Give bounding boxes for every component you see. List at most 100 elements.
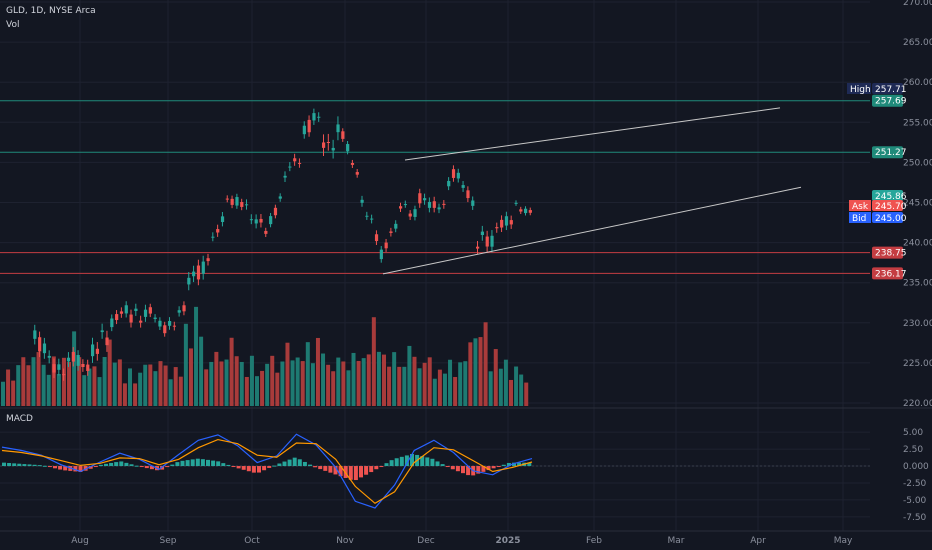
macd-histogram-bar <box>129 464 134 467</box>
macd-histogram-bar <box>445 466 450 468</box>
macd-histogram-bar <box>83 466 88 471</box>
macd-histogram-bar <box>374 466 379 470</box>
volume-bar <box>41 364 46 406</box>
volume-bar <box>356 360 361 406</box>
trendlines[interactable] <box>382 107 802 275</box>
candle-body <box>192 271 196 277</box>
macd-histogram-bar <box>384 463 389 467</box>
volume-bar <box>87 368 92 406</box>
candle-body <box>245 204 249 206</box>
time-tick-label: Feb <box>586 536 602 546</box>
macd-histogram-bar <box>165 466 170 468</box>
volume-bar <box>453 377 458 406</box>
candle-body <box>254 219 258 224</box>
candle-body <box>168 321 172 326</box>
volume-bar <box>493 349 498 406</box>
candle-body <box>33 330 37 339</box>
candle-body <box>163 325 167 334</box>
macd-legend[interactable]: MACD <box>6 414 33 424</box>
candle-body <box>153 317 157 319</box>
candle-body <box>471 200 475 206</box>
price-tag-value-bg <box>872 212 903 223</box>
macd-histogram-bar <box>338 466 343 477</box>
volume-bar <box>67 362 72 406</box>
candle-body <box>187 277 191 285</box>
price-tag-name: High <box>850 85 871 95</box>
candle-body <box>62 374 66 376</box>
macd-histogram-bar <box>323 466 328 471</box>
price-tick-label: 250.00 <box>903 158 932 168</box>
candle-body <box>283 175 287 178</box>
price-tag-value: 245.70 <box>875 202 907 212</box>
macd-histogram-bar <box>47 466 52 468</box>
macd-histogram-bar <box>149 466 154 470</box>
horizontal-levels[interactable]: 257.69 251.27 238.75 236.17 <box>0 94 907 280</box>
volume-bar <box>163 365 168 406</box>
candle-body <box>134 308 138 311</box>
volume-bar <box>524 382 529 406</box>
volume-bar <box>371 317 376 406</box>
volume-bar <box>21 357 26 406</box>
macd-histogram-bar <box>318 466 323 470</box>
macd-histogram-bar <box>58 466 63 470</box>
macd-tick-label: 2.50 <box>903 445 923 455</box>
candle-body <box>110 318 114 328</box>
price-tick-label: 220.00 <box>903 399 932 409</box>
price-tick-label: 260.00 <box>903 78 932 88</box>
volume-bar <box>107 339 112 406</box>
macd-histogram-bar <box>430 458 435 467</box>
candle-body <box>326 141 331 143</box>
price-tags: High 257.71 245.86 Ask 245.70 Bid 245.00 <box>847 83 907 224</box>
candle-body <box>370 218 374 220</box>
candle-body <box>350 162 355 165</box>
volume-bar <box>315 337 320 406</box>
volume-bar <box>519 374 524 406</box>
candle-body <box>81 364 85 368</box>
macd-histogram-bar <box>236 466 241 469</box>
macd-histogram-bar <box>251 466 256 473</box>
price-tag-value-bg <box>872 200 903 211</box>
candle-body <box>201 261 205 274</box>
candle-body <box>322 142 326 148</box>
volume-bar <box>194 306 199 406</box>
volume-bar <box>51 356 56 406</box>
candle-body <box>500 219 504 228</box>
candle-body <box>86 364 90 371</box>
volume-bar <box>478 337 483 406</box>
volume-bar <box>72 331 77 406</box>
level-tag-resistance <box>872 94 903 107</box>
macd-histogram-bar <box>42 465 47 467</box>
volume-bar <box>275 372 280 406</box>
volume-bar <box>102 356 107 406</box>
volume-bar <box>448 359 453 406</box>
candle-body <box>71 351 75 362</box>
volume-bar <box>143 364 148 406</box>
candle-body <box>76 355 80 366</box>
macd-histogram-bar <box>226 464 231 467</box>
volume-bar <box>432 378 437 406</box>
volume-bar <box>270 355 275 406</box>
volume-bar <box>336 357 341 406</box>
time-tick-label: Nov <box>336 536 354 546</box>
macd-histogram-bar <box>88 466 93 469</box>
macd-histogram-bar <box>394 458 399 467</box>
macd-histogram-bar <box>308 464 312 467</box>
candle-body <box>394 223 398 229</box>
volume-bar <box>11 380 16 406</box>
macd-histogram-bar <box>277 463 282 467</box>
volume-bar <box>361 358 366 406</box>
symbol-legend[interactable]: GLD, 1D, NYSE Arca <box>6 6 96 16</box>
volume-legend[interactable]: Vol <box>6 20 19 30</box>
macd-histogram-bar <box>109 462 114 467</box>
macd-histogram-bar <box>297 459 302 467</box>
macd-histogram-bar <box>476 466 481 474</box>
volume-bar <box>417 368 422 406</box>
candle-body <box>413 209 417 217</box>
signal-line <box>1 438 533 505</box>
macd-histogram-bar <box>506 462 511 467</box>
price-tick-label: 270.00 <box>903 0 932 8</box>
volume-bar <box>133 383 138 406</box>
level-tag-label: 236.17 <box>875 269 907 279</box>
